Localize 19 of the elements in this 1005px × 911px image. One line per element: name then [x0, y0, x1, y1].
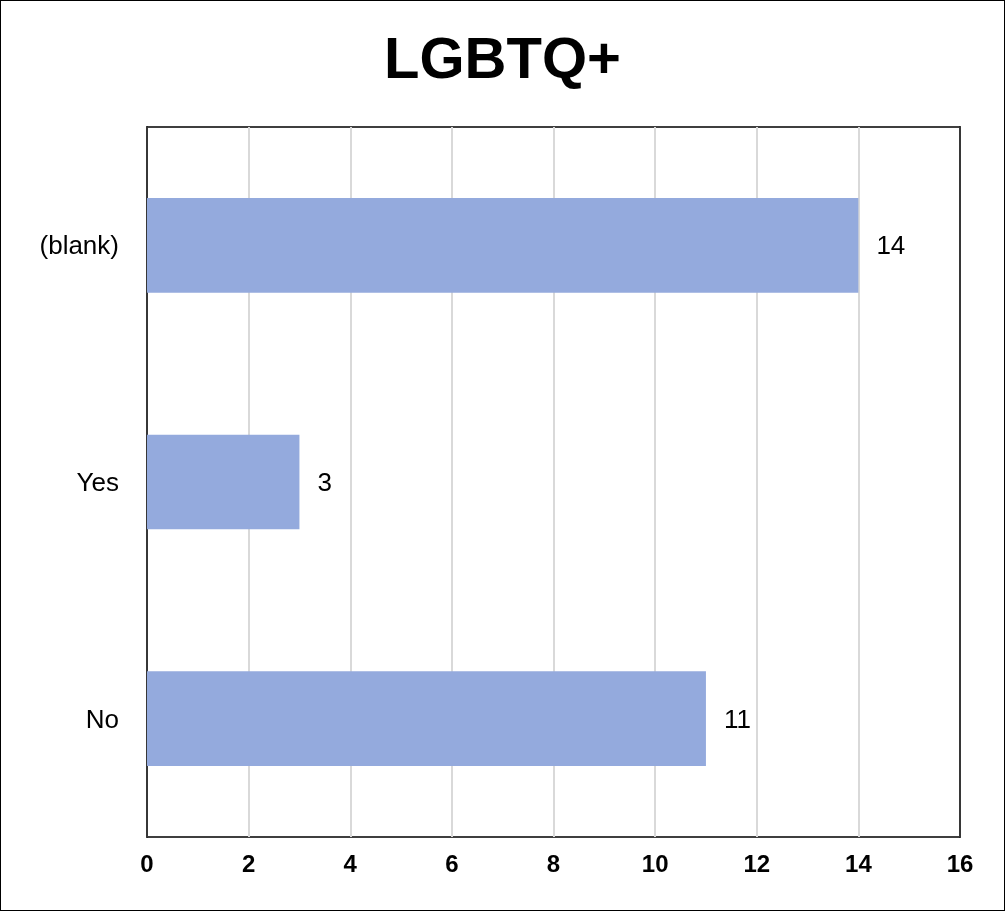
y-tick-label: (blank)	[39, 230, 119, 261]
data-label: 3	[317, 467, 332, 497]
bar	[147, 671, 706, 766]
x-tick-label: 14	[845, 849, 873, 877]
x-tick-label: 6	[445, 849, 459, 877]
data-label: 14	[876, 230, 906, 261]
x-tick-label: 8	[546, 849, 561, 877]
x-tick-label: 10	[641, 849, 669, 877]
x-tick-label: 2	[241, 849, 256, 877]
x-tick-label: 4	[343, 849, 358, 877]
data-label: 11	[723, 703, 751, 734]
y-tick-label: Yes	[76, 467, 119, 497]
x-tick-label: 16	[946, 849, 974, 877]
x-tick-label: 12	[743, 849, 771, 877]
bar	[147, 198, 859, 293]
chart-title: LGBTQ+	[384, 24, 621, 90]
bar	[147, 434, 300, 530]
y-tick-label: No	[85, 703, 119, 734]
x-tick-label: 0	[140, 849, 154, 877]
